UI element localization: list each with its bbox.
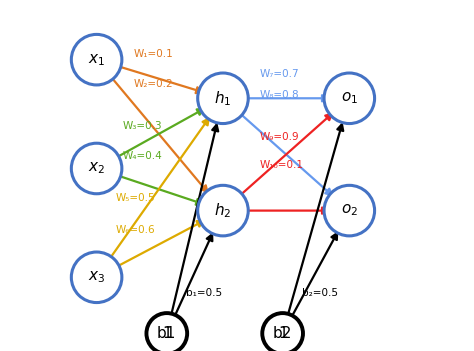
- Circle shape: [71, 34, 122, 85]
- Text: W₁₀=0.1: W₁₀=0.1: [260, 160, 304, 170]
- Text: W₁=0.1: W₁=0.1: [134, 49, 173, 59]
- Circle shape: [71, 143, 122, 194]
- Text: b₂=0.5: b₂=0.5: [302, 288, 338, 298]
- Text: $x_{1}$: $x_{1}$: [88, 52, 105, 67]
- Text: $x_{3}$: $x_{3}$: [88, 270, 105, 285]
- Circle shape: [262, 313, 303, 351]
- Text: W₉=0.9: W₉=0.9: [260, 132, 300, 142]
- Text: b₁=0.5: b₁=0.5: [186, 288, 222, 298]
- Text: W₆=0.6: W₆=0.6: [116, 225, 155, 235]
- Text: W₅=0.5: W₅=0.5: [116, 193, 155, 203]
- Text: 1: 1: [162, 326, 172, 341]
- Circle shape: [198, 73, 248, 124]
- Circle shape: [198, 185, 248, 236]
- Circle shape: [324, 73, 374, 124]
- Text: $x_{2}$: $x_{2}$: [88, 161, 105, 176]
- Text: $o_{2}$: $o_{2}$: [341, 203, 358, 218]
- Circle shape: [146, 313, 187, 351]
- Text: W₃=0.3: W₃=0.3: [123, 121, 163, 131]
- Text: $h_{2}$: $h_{2}$: [214, 201, 232, 220]
- Text: W₇=0.7: W₇=0.7: [260, 69, 300, 79]
- Text: 1: 1: [278, 326, 287, 341]
- Text: W₈=0.8: W₈=0.8: [260, 90, 300, 100]
- Circle shape: [324, 185, 374, 236]
- Text: b2: b2: [273, 326, 292, 341]
- Text: W₂=0.2: W₂=0.2: [134, 79, 173, 89]
- Circle shape: [71, 252, 122, 303]
- Text: $o_{1}$: $o_{1}$: [341, 91, 358, 106]
- Text: $h_{1}$: $h_{1}$: [214, 89, 232, 108]
- Text: W₄=0.4: W₄=0.4: [123, 151, 163, 161]
- Text: b1: b1: [157, 326, 176, 341]
